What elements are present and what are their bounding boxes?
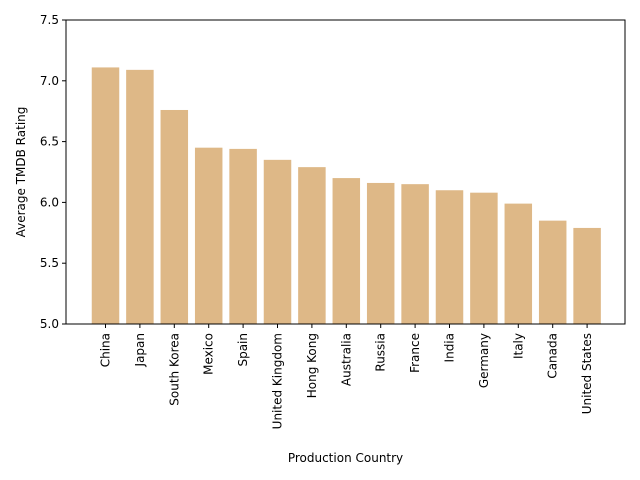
- x-tick-label: United States: [580, 333, 594, 414]
- bar-india: [435, 190, 464, 324]
- bar-germany: [470, 192, 498, 324]
- plot-frame: [65, 19, 626, 325]
- y-tick-label: 7.0: [40, 74, 59, 88]
- x-tick-label: Japan: [133, 333, 147, 367]
- bar-japan: [126, 69, 154, 324]
- x-tick-label: Russia: [374, 333, 388, 372]
- x-tick-label: France: [408, 333, 422, 373]
- x-tick-label: Mexico: [202, 333, 216, 375]
- bar-south-korea: [160, 109, 189, 324]
- x-tick-label: Spain: [236, 333, 250, 367]
- bar-spain: [229, 148, 257, 324]
- y-tick-label: 5.0: [40, 317, 59, 331]
- x-axis: China Japan South Korea Mexico Spain United K…: [99, 324, 594, 429]
- y-axis-label: Average TMDB Rating: [14, 107, 28, 238]
- x-tick-label: United Kingdom: [271, 333, 285, 429]
- bar-hong-kong: [298, 167, 326, 324]
- bar-australia: [332, 178, 361, 324]
- y-tick-label: 7.5: [40, 13, 59, 27]
- bars-group: [91, 67, 601, 324]
- bar-canada: [538, 220, 567, 324]
- bar-france: [401, 184, 429, 324]
- bar-russia: [366, 182, 395, 324]
- y-tick-label: 5.5: [40, 256, 59, 270]
- x-tick-label: South Korea: [167, 333, 181, 406]
- x-tick-label: China: [99, 333, 113, 367]
- y-axis: 5.0 5.5 6.0 6.5 7.0 7.5: [40, 13, 66, 331]
- x-tick-label: Canada: [546, 333, 560, 379]
- bar-china: [91, 67, 120, 324]
- y-tick-label: 6.5: [40, 135, 59, 149]
- bar-mexico: [194, 147, 223, 324]
- bar-united-states: [573, 227, 601, 324]
- bar-united-kingdom: [263, 159, 292, 324]
- x-tick-label: Germany: [477, 333, 491, 388]
- x-tick-label: Italy: [511, 333, 525, 359]
- x-tick-label: India: [443, 333, 457, 362]
- x-tick-label: Hong Kong: [305, 333, 319, 398]
- x-axis-label: Production Country: [288, 451, 403, 465]
- x-tick-label: Australia: [339, 333, 353, 386]
- y-tick-label: 6.0: [40, 195, 59, 209]
- bar-italy: [504, 203, 533, 324]
